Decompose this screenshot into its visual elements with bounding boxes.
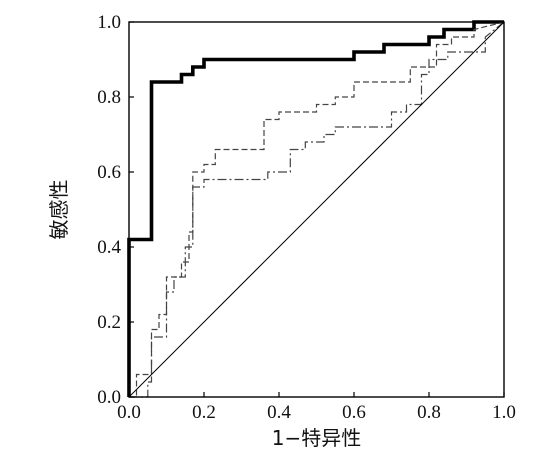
x-tick-label: 0.2 <box>192 402 216 423</box>
reference-diagonal-line <box>128 21 505 398</box>
x-tick-label: 0.4 <box>267 402 291 423</box>
plot-frame <box>128 21 505 398</box>
y-axis-label: 敏感性 <box>47 180 71 240</box>
roc-curve-3 <box>129 21 505 398</box>
x-tick-label: 0.8 <box>417 402 441 423</box>
roc-curve-2 <box>129 21 505 398</box>
y-tick-label: 0.8 <box>97 87 121 108</box>
x-axis-label: 1−特异性 <box>272 426 361 450</box>
x-tick-label: 1.0 <box>492 402 516 423</box>
roc-curve-1 <box>127 20 504 397</box>
y-tick-label: 0.4 <box>97 237 121 258</box>
x-tick-label: 0.0 <box>117 402 141 423</box>
y-tick-label: 0.6 <box>97 162 121 183</box>
x-tick-label: 0.6 <box>342 402 366 423</box>
y-tick-label: 0.0 <box>97 387 121 408</box>
y-tick-label: 1.0 <box>97 12 121 33</box>
y-tick-label: 0.2 <box>97 312 121 333</box>
